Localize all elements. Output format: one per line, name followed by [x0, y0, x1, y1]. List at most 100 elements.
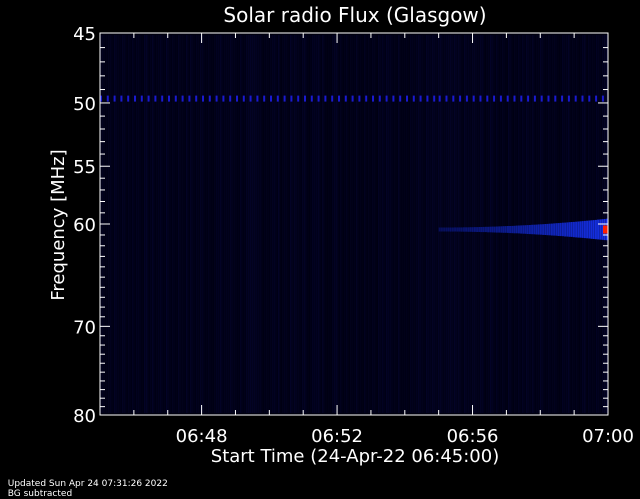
noise-column: [266, 35, 268, 413]
noise-column: [114, 35, 116, 413]
noise-column: [298, 35, 300, 413]
burst-column: [498, 226, 501, 233]
noise-column: [228, 35, 230, 413]
noise-column: [276, 35, 278, 413]
noise-column: [136, 35, 138, 413]
noise-column: [124, 35, 126, 413]
noise-column: [360, 35, 362, 413]
noise-column: [330, 35, 332, 413]
noise-column: [332, 35, 334, 413]
burst-column: [471, 227, 474, 232]
noise-column: [468, 35, 470, 413]
noise-column: [244, 35, 246, 413]
noise-column: [506, 35, 508, 413]
noise-column: [538, 35, 540, 413]
interference-mark: [154, 95, 157, 102]
interference-mark: [120, 95, 123, 102]
burst-column: [533, 224, 536, 235]
noise-column: [112, 35, 114, 413]
burst-column: [537, 224, 540, 235]
noise-column: [478, 35, 480, 413]
noise-column: [326, 35, 328, 413]
noise-column: [258, 35, 260, 413]
spectrogram-chart: 45 50 55 60 70 80 06:48 06:52 06:56 07:00 Solar r…: [48, 3, 634, 467]
noise-column: [188, 35, 190, 413]
noise-column: [242, 35, 244, 413]
interference-mark: [378, 95, 381, 102]
interference-mark: [195, 95, 198, 102]
noise-column: [384, 35, 386, 413]
interference-mark: [161, 95, 164, 102]
noise-column: [236, 35, 238, 413]
noise-column: [498, 35, 500, 413]
interference-mark: [106, 95, 109, 102]
noise-column: [262, 35, 264, 413]
burst-column: [469, 227, 472, 232]
noise-column: [130, 35, 132, 413]
y-tick-label: 50: [73, 94, 96, 115]
noise-column: [312, 35, 314, 413]
noise-column: [504, 35, 506, 413]
burst-column: [489, 226, 492, 233]
noise-column: [516, 35, 518, 413]
burst-column: [454, 227, 457, 232]
noise-column: [482, 35, 484, 413]
noise-column: [128, 35, 130, 413]
noise-column: [304, 35, 306, 413]
noise-column: [294, 35, 296, 413]
y-axis-label: Frequency [MHz]: [48, 149, 69, 300]
chart-title: Solar radio Flux (Glasgow): [223, 3, 486, 27]
noise-column: [366, 35, 368, 413]
interference-mark: [520, 95, 523, 102]
burst-column: [440, 227, 443, 232]
noise-column: [264, 35, 266, 413]
burst-column: [451, 227, 454, 232]
noise-column: [508, 35, 510, 413]
noise-column: [168, 35, 170, 413]
noise-column: [374, 35, 376, 413]
interference-mark: [297, 95, 300, 102]
noise-column: [454, 35, 456, 413]
noise-column: [382, 35, 384, 413]
burst-column: [531, 224, 534, 235]
noise-column: [542, 35, 544, 413]
noise-column: [470, 35, 472, 413]
burst-column: [447, 227, 450, 232]
noise-column: [500, 35, 502, 413]
noise-column: [462, 35, 464, 413]
burst-column: [478, 227, 481, 232]
interference-mark: [472, 95, 475, 102]
noise-column: [300, 35, 302, 413]
noise-column: [476, 35, 478, 413]
noise-column: [166, 35, 168, 413]
noise-column: [308, 35, 310, 413]
noise-column: [358, 35, 360, 413]
noise-column: [278, 35, 280, 413]
noise-column: [318, 35, 320, 413]
burst-column: [524, 225, 527, 234]
burst-column: [592, 220, 595, 239]
noise-column: [418, 35, 420, 413]
noise-column: [260, 35, 262, 413]
noise-column: [368, 35, 370, 413]
noise-column: [274, 35, 276, 413]
noise-column: [296, 35, 298, 413]
burst-column: [539, 224, 542, 235]
noise-column: [280, 35, 282, 413]
noise-column: [512, 35, 514, 413]
burst-column: [511, 225, 514, 234]
noise-column: [160, 35, 162, 413]
noise-column: [290, 35, 292, 413]
noise-column: [288, 35, 290, 413]
noise-column: [390, 35, 392, 413]
burst-column: [515, 225, 518, 234]
noise-column: [458, 35, 460, 413]
interference-mark: [479, 95, 482, 102]
noise-column: [444, 35, 446, 413]
noise-column: [572, 35, 574, 413]
noise-column: [430, 35, 432, 413]
noise-column: [286, 35, 288, 413]
burst-column: [487, 226, 490, 233]
noise-column: [426, 35, 428, 413]
noise-column: [534, 35, 536, 413]
